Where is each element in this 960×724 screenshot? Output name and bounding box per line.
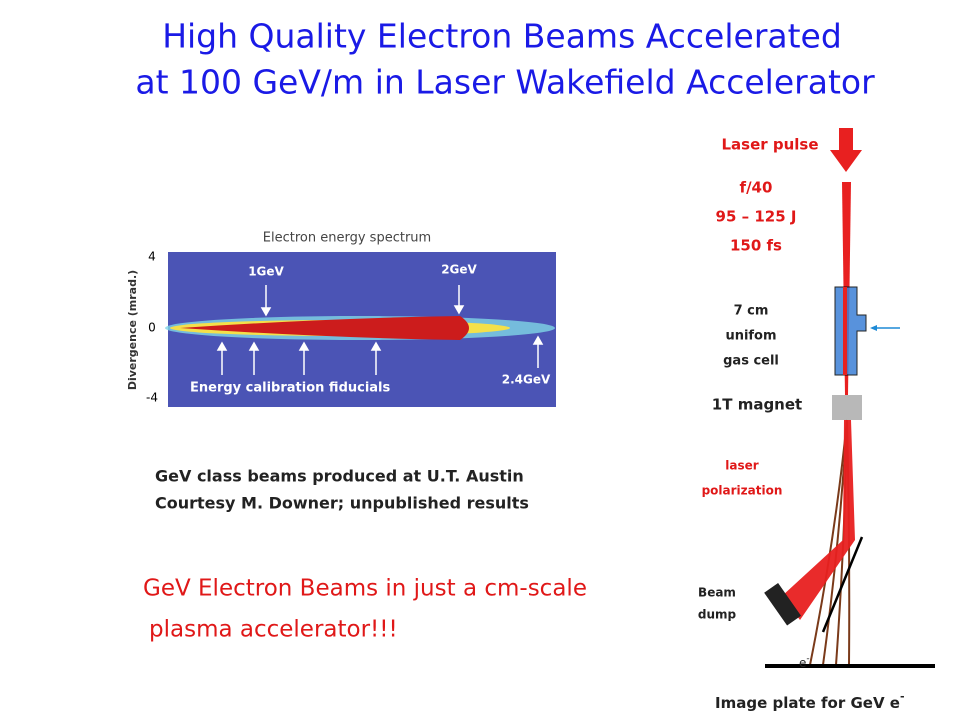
gas-cell-label: gas cell xyxy=(723,354,779,369)
laser-label: Laser pulse xyxy=(721,136,818,154)
title-line: High Quality Electron Beams Accelerated xyxy=(162,17,842,56)
plate-text: Image plate for GeV e xyxy=(715,694,900,712)
laser-arrow xyxy=(830,128,862,172)
polarizer xyxy=(821,536,864,633)
setup-diagram: Laser pulse f/40 95 – 125 J 150 fs 7 cm … xyxy=(698,128,935,712)
magnet-label: 1T magnet xyxy=(712,396,802,414)
highlight: plasma accelerator!!! xyxy=(149,617,398,643)
electron-text: e xyxy=(799,656,806,670)
gas-cell-label: unifom xyxy=(725,329,776,344)
beam-core xyxy=(180,316,469,340)
laser-param: f/40 xyxy=(740,179,773,197)
y-tick: 0 xyxy=(148,321,156,335)
fiducials-label: Energy calibration fiducials xyxy=(190,381,391,396)
y-label: Divergence (mrad.) xyxy=(126,270,139,390)
caption: Courtesy M. Downer; unpublished results xyxy=(155,494,529,513)
gas-cell xyxy=(834,286,867,376)
title-line: at 100 GeV/m in Laser Wakefield Accelera… xyxy=(135,63,875,102)
highlight: GeV Electron Beams in just a cm-scale xyxy=(143,576,587,602)
polarization-label: laser xyxy=(725,459,758,473)
energy-label: 2GeV xyxy=(441,263,477,277)
y-tick: 4 xyxy=(148,250,156,264)
figure-title: Electron energy spectrum xyxy=(263,231,431,246)
magnet xyxy=(832,395,862,420)
gas-cell-label: 7 cm xyxy=(734,304,769,319)
energy-label: 2.4GeV xyxy=(502,373,551,387)
dump-label: Beam xyxy=(698,586,736,600)
markers xyxy=(216,285,544,375)
plate-label: Image plate for GeV e- xyxy=(715,690,905,712)
spectrum-figure: Electron energy spectrum Divergence (mra… xyxy=(126,231,556,407)
polarization-label: polarization xyxy=(702,484,783,498)
plate-sup: - xyxy=(900,690,905,703)
beam-dump xyxy=(764,583,802,626)
laser-param: 95 – 125 J xyxy=(716,208,797,226)
electron-label: e- xyxy=(799,654,810,670)
y-tick: -4 xyxy=(146,391,158,405)
gas-inlet xyxy=(870,325,877,331)
caption: GeV class beams produced at U.T. Austin xyxy=(155,467,524,486)
electron-sup: - xyxy=(806,654,809,664)
laser-param: 150 fs xyxy=(730,237,782,255)
dump-label: dump xyxy=(698,608,737,622)
energy-label: 1GeV xyxy=(248,265,284,279)
